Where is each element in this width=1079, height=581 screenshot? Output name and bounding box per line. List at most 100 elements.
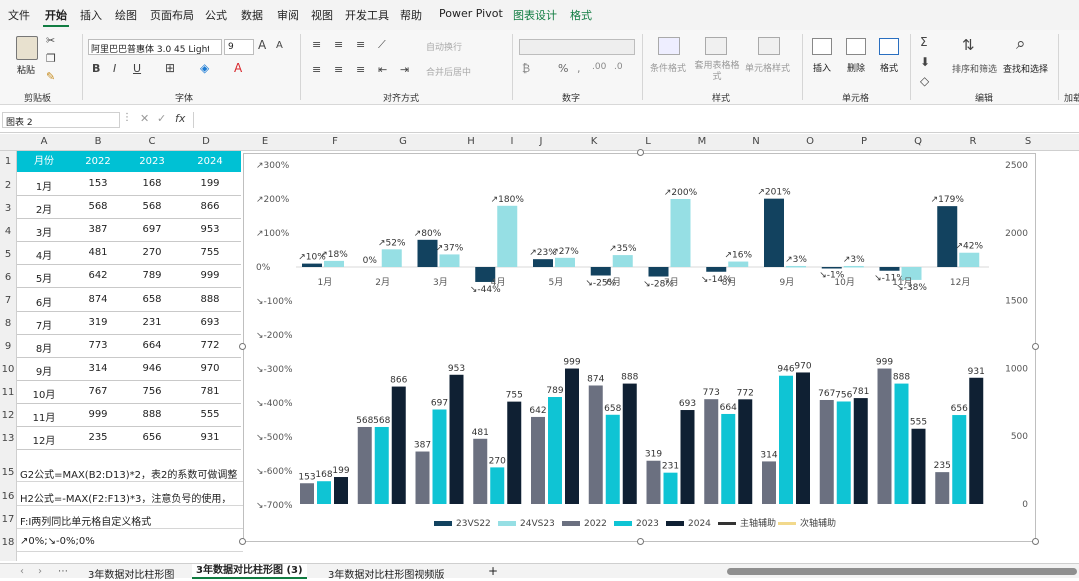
horizontal-scrollbar[interactable] [727,568,1077,575]
row-header[interactable]: 10 [1,364,15,375]
column-header[interactable]: H [467,136,475,147]
value-cell[interactable]: 568 [142,201,162,213]
value-cell[interactable]: 999 [200,270,220,282]
value-cell[interactable]: 953 [200,224,220,236]
font-size-select[interactable]: 9 [224,39,254,55]
column-header[interactable]: A [40,136,48,147]
format-painter-icon[interactable]: ✎ [46,70,56,83]
row-header[interactable]: 15 [1,467,15,478]
formula-input[interactable] [193,112,1077,128]
value-cell[interactable]: 235 [88,432,108,444]
row-header[interactable]: 12 [1,410,15,421]
decrease-decimal-icon[interactable]: .0 [614,62,623,72]
row-header[interactable]: 3 [4,203,12,214]
align-middle-icon[interactable]: ≡ [334,38,344,51]
row-header[interactable]: 16 [1,491,15,502]
value-cell[interactable]: 568 [88,201,108,213]
value-cell[interactable]: 642 [88,270,108,282]
row-header[interactable]: 2 [4,180,12,191]
underline-icon[interactable]: U [133,62,142,75]
indent-decrease-icon[interactable]: ⇤ [378,63,388,76]
column-header[interactable]: L [645,136,651,147]
value-cell[interactable]: 999 [88,409,108,420]
sort-filter-button[interactable]: 排序和筛选 [952,65,998,75]
align-top-icon[interactable]: ≡ [312,38,322,51]
column-header[interactable]: O [806,136,814,147]
font-color-icon[interactable]: A [234,61,243,75]
menu-help[interactable]: 帮助 [400,9,422,22]
sheet-tab-active[interactable]: 3年数据对比柱形图 (3) [192,564,307,579]
value-cell[interactable]: 697 [142,224,162,236]
delete-cells-icon[interactable] [846,38,866,55]
increase-font-icon[interactable]: A [258,38,267,52]
value-cell[interactable]: 555 [200,409,220,420]
bold-icon[interactable]: B [92,62,101,75]
month-cell[interactable]: 4月 [35,251,53,263]
column-header[interactable]: S [1024,136,1032,147]
sort-filter-icon[interactable]: ⇅ [962,36,975,54]
row-header[interactable]: 13 [1,433,15,444]
column-header[interactable]: F [332,136,338,147]
italic-icon[interactable]: I [113,62,117,75]
column-header[interactable]: D [202,136,210,147]
month-cell[interactable]: 8月 [35,343,53,355]
row-header[interactable]: 18 [1,537,15,548]
resize-handle-top[interactable] [637,149,644,156]
align-center-icon[interactable]: ≡ [334,63,344,76]
resize-handle-left[interactable] [239,343,246,350]
row-header[interactable]: 6 [4,272,12,283]
cut-icon[interactable]: ✂ [46,34,56,47]
row-header[interactable]: 9 [4,341,12,352]
clear-icon[interactable]: ◇ [920,74,930,88]
wrap-text-button[interactable]: 自动换行 [426,43,463,53]
month-cell[interactable]: 7月 [35,320,53,332]
paste-icon[interactable] [16,36,38,60]
align-left-icon[interactable]: ≡ [312,63,322,76]
number-format-select[interactable] [519,39,635,55]
column-header[interactable]: Q [914,136,922,147]
menu-format[interactable]: 格式 [570,9,592,22]
delete-cells-button[interactable]: 删除 [847,64,866,74]
value-cell[interactable]: 946 [142,362,162,374]
align-bottom-icon[interactable]: ≡ [356,38,366,51]
value-cell[interactable]: 789 [142,270,162,282]
value-cell[interactable]: 693 [200,316,220,328]
row-header[interactable]: 8 [4,318,12,329]
formula-note-h2[interactable]: H2公式=-MAX(F2:F13)*3，注意负号的使用， [20,494,232,505]
menu-home[interactable]: 开始 [45,9,67,22]
value-cell[interactable]: 481 [88,247,108,259]
month-cell[interactable]: 3月 [35,228,53,240]
row-header[interactable]: 7 [4,295,12,306]
paste-button[interactable]: 粘贴 [17,66,36,76]
value-cell[interactable]: 874 [88,293,108,305]
row-header[interactable]: 5 [4,249,12,260]
menu-file[interactable]: 文件 [8,9,30,22]
menu-power-pivot[interactable]: Power Pivot [439,7,503,20]
row-header[interactable]: 4 [4,226,12,237]
column-header[interactable]: E [261,136,269,147]
cell-style-button[interactable]: 单元格样式 [745,64,791,74]
more-icon[interactable]: ⋮ [122,112,132,123]
resize-handle-bottom-left[interactable] [239,538,246,545]
merge-center-button[interactable]: 合并后居中 [426,68,472,78]
value-cell[interactable]: 656 [142,432,162,444]
menu-page-layout[interactable]: 页面布局 [150,9,194,22]
currency-icon[interactable]: ₿ [522,62,531,75]
value-cell[interactable]: 314 [88,362,108,374]
resize-handle-bottom-right[interactable] [1032,538,1039,545]
sheet-tab[interactable]: 3年数据对比柱形图视频版 [328,570,445,581]
fill-color-icon[interactable]: ◈ [200,61,210,75]
column-header[interactable]: M [697,136,707,147]
column-header[interactable]: B [94,136,102,147]
column-header[interactable]: G [399,136,407,147]
find-select-icon[interactable]: ⌕ [1016,34,1026,54]
column-header[interactable]: R [969,136,977,147]
menu-view[interactable]: 视图 [311,9,333,22]
enter-icon[interactable]: ✓ [157,112,167,125]
resize-handle-right[interactable] [1032,343,1039,350]
menu-formulas[interactable]: 公式 [205,9,227,22]
menu-data[interactable]: 数据 [241,9,263,22]
row-header[interactable]: 17 [1,514,15,525]
month-cell[interactable]: 12月 [32,436,56,448]
month-cell[interactable]: 11月 [32,413,56,424]
